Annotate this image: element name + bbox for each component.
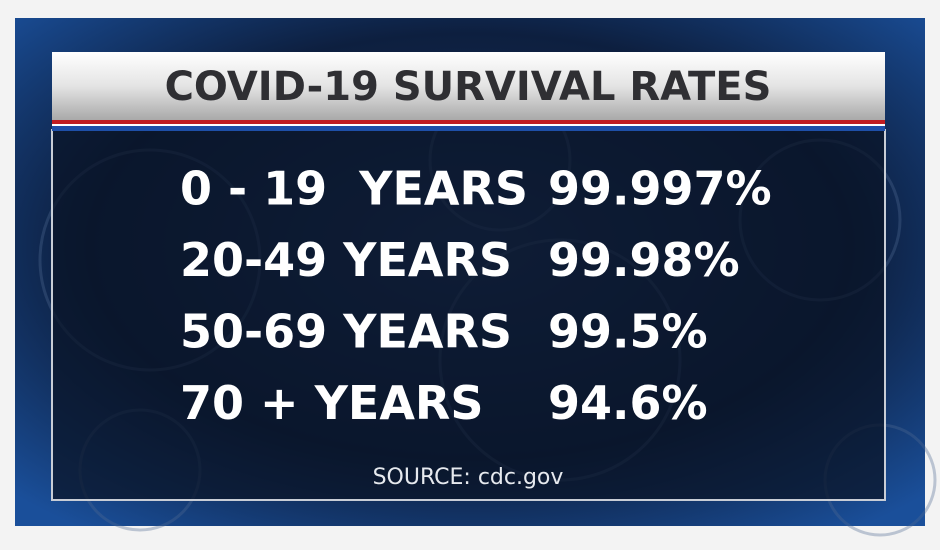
- age-group: 0 - 19 YEARS: [180, 162, 528, 216]
- age-group: 70 + YEARS: [180, 376, 483, 430]
- title: COVID-19 SURVIVAL RATES: [165, 64, 772, 110]
- white-stripe: [52, 124, 885, 126]
- source: SOURCE: cdc.gov: [373, 465, 564, 490]
- blue-stripe: [52, 126, 885, 131]
- survival-rate: 99.98%: [548, 233, 740, 287]
- age-group: 20-49 YEARS: [180, 233, 512, 287]
- panel: [51, 129, 886, 501]
- age-group: 50-69 YEARS: [180, 305, 512, 359]
- survival-rate: 94.6%: [548, 376, 708, 430]
- survival-rate: 99.997%: [548, 162, 772, 216]
- red-stripe: [52, 120, 885, 124]
- title-band: [52, 52, 885, 120]
- survival-rate: 99.5%: [548, 305, 708, 359]
